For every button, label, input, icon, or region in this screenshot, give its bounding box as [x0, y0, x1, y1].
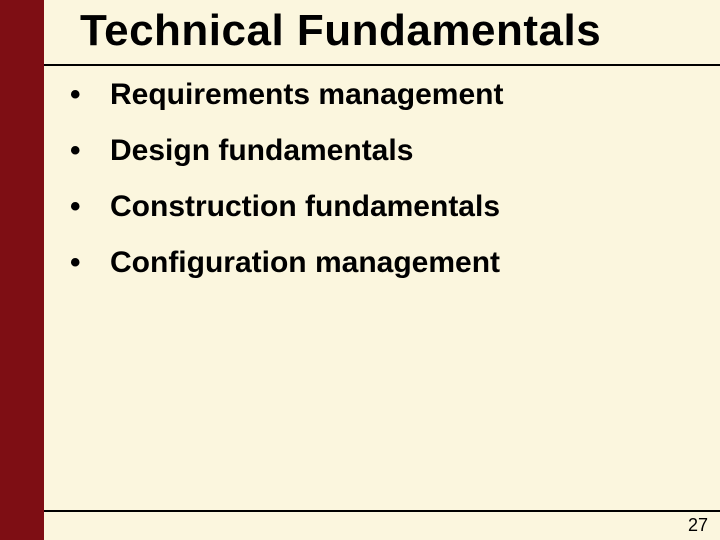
slide: RammSoft Technical Fundamentals • Requir… — [0, 0, 720, 540]
bullet-marker-icon: • — [70, 78, 110, 112]
page-title: Technical Fundamentals — [80, 6, 601, 56]
bullet-marker-icon: • — [70, 190, 110, 224]
list-item: • Design fundamentals — [70, 134, 700, 168]
bullet-marker-icon: • — [70, 134, 110, 168]
list-item: • Requirements management — [70, 78, 700, 112]
bullet-label: Design fundamentals — [110, 134, 413, 168]
left-stripe — [0, 0, 44, 540]
brand-logo: RammSoft — [0, 332, 4, 496]
title-underline — [44, 64, 720, 66]
bullet-label: Requirements management — [110, 78, 503, 112]
bullet-label: Construction fundamentals — [110, 190, 500, 224]
list-item: • Configuration management — [70, 246, 700, 280]
bullet-list: • Requirements management • Design funda… — [70, 78, 700, 302]
footer-rule — [44, 510, 720, 512]
bullet-label: Configuration management — [110, 246, 500, 280]
bullet-marker-icon: • — [70, 246, 110, 280]
list-item: • Construction fundamentals — [70, 190, 700, 224]
page-number: 27 — [688, 515, 708, 536]
